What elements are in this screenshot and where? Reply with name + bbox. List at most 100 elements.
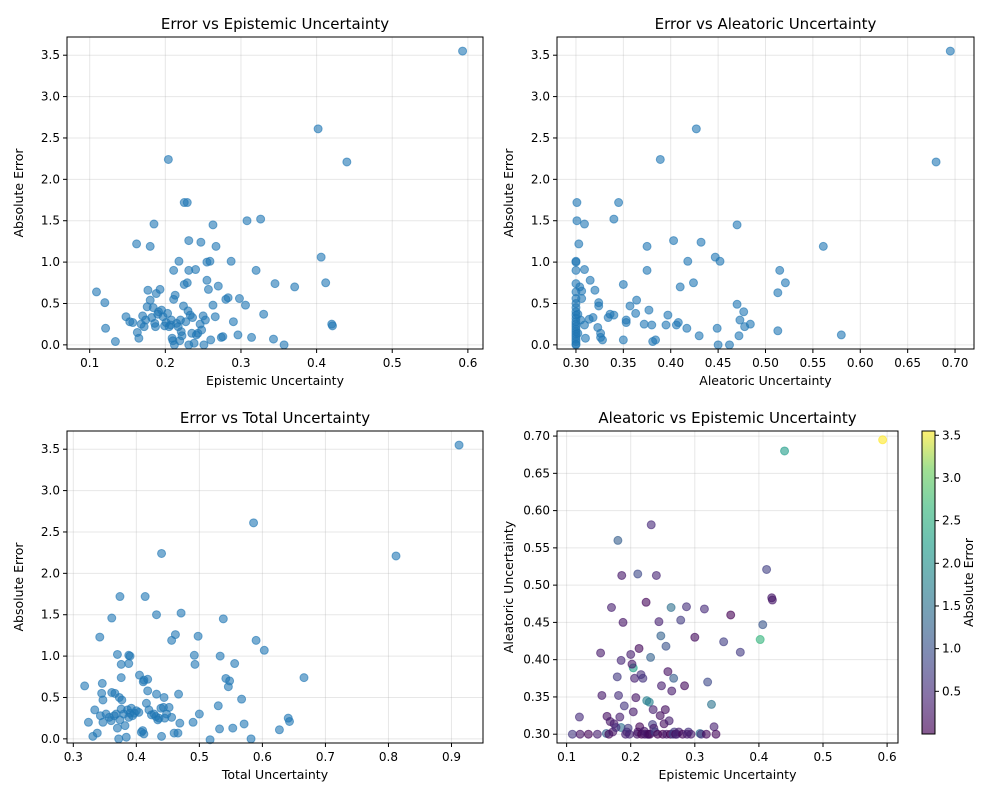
y-tick-label: 3.5 bbox=[531, 48, 550, 62]
x-tick-label: 0.2 bbox=[621, 750, 640, 764]
data-point bbox=[571, 265, 581, 275]
data-point bbox=[97, 678, 107, 688]
data-point bbox=[574, 712, 584, 722]
data-point bbox=[663, 667, 673, 677]
data-point bbox=[661, 641, 671, 651]
x-tick-label: 0.5 bbox=[190, 750, 209, 764]
data-point bbox=[239, 719, 249, 729]
data-point bbox=[699, 604, 709, 614]
data-point bbox=[211, 241, 221, 251]
x-ticks: 0.1 0.2 0.3 0.4 0.5 0.6 bbox=[80, 349, 477, 370]
data-point bbox=[95, 632, 105, 642]
data-point bbox=[116, 659, 126, 669]
data-point bbox=[145, 295, 155, 305]
x-tick-label: 0.2 bbox=[156, 356, 175, 370]
data-point bbox=[611, 722, 621, 732]
data-point bbox=[215, 724, 225, 734]
data-point bbox=[669, 673, 679, 683]
data-point bbox=[633, 569, 643, 579]
data-point bbox=[588, 313, 598, 323]
data-point bbox=[638, 673, 648, 683]
data-point bbox=[206, 335, 216, 345]
data-point bbox=[577, 294, 587, 304]
data-point bbox=[223, 293, 233, 303]
y-tick-label: 0.65 bbox=[523, 466, 550, 480]
data-point bbox=[647, 320, 657, 330]
x-ticks: 0.30 0.35 0.40 0.45 0.50 0.55 0.60 0.65 0.70 bbox=[563, 349, 968, 370]
data-point bbox=[666, 602, 676, 612]
data-point bbox=[631, 308, 641, 318]
data-point bbox=[656, 631, 666, 641]
y-ticks: 0.0 0.5 1.0 1.5 2.0 2.5 3.0 3.5 bbox=[41, 442, 67, 746]
data-point bbox=[313, 124, 323, 134]
data-point bbox=[755, 635, 765, 645]
data-point bbox=[268, 334, 278, 344]
data-point bbox=[83, 717, 93, 727]
y-tick-label: 2.0 bbox=[531, 172, 550, 186]
data-point bbox=[189, 338, 199, 348]
panel-total: 0.3 0.4 0.5 0.6 0.7 0.8 0.9 0.0 0.5 1.0 1.5 2.0 2.5… bbox=[11, 409, 484, 782]
data-point bbox=[597, 690, 607, 700]
x-tick-label: 0.6 bbox=[253, 750, 272, 764]
data-point bbox=[228, 723, 238, 733]
data-point bbox=[583, 729, 593, 739]
data-point bbox=[667, 686, 677, 696]
y-tick-label: 1.5 bbox=[41, 608, 60, 622]
data-point bbox=[625, 301, 635, 311]
data-point bbox=[279, 340, 289, 350]
data-point bbox=[125, 651, 135, 661]
data-point bbox=[612, 672, 622, 682]
data-point bbox=[664, 716, 674, 726]
data-point bbox=[606, 602, 616, 612]
y-tick-label: 0.0 bbox=[531, 338, 550, 352]
data-point bbox=[164, 702, 174, 712]
data-point bbox=[663, 310, 673, 320]
points-layer bbox=[91, 46, 468, 350]
data-point bbox=[134, 670, 144, 680]
data-point bbox=[203, 284, 213, 294]
panel-aleatoric-vs-epistemic: 0.1 0.2 0.3 0.4 0.5 0.6 0.300.350.400.450.500… bbox=[501, 409, 899, 782]
x-tick-label: 0.8 bbox=[379, 750, 398, 764]
x-tick-label: 0.3 bbox=[685, 750, 704, 764]
data-point bbox=[202, 275, 212, 285]
data-point bbox=[706, 699, 716, 709]
y-axis-label: Aleatoric Uncertainty bbox=[501, 520, 516, 653]
y-tick-label: 0.35 bbox=[523, 690, 550, 704]
y-tick-label: 1.0 bbox=[41, 649, 60, 663]
data-point bbox=[709, 722, 719, 732]
data-point bbox=[134, 333, 144, 343]
data-point bbox=[732, 220, 742, 230]
data-point bbox=[682, 323, 692, 333]
data-point bbox=[775, 265, 785, 275]
data-point bbox=[780, 446, 790, 456]
colorbar-tick-label: 0.5 bbox=[942, 684, 961, 698]
data-point bbox=[150, 322, 160, 332]
data-point bbox=[690, 632, 700, 642]
x-tick-label: 0.50 bbox=[752, 356, 779, 370]
data-point bbox=[91, 287, 101, 297]
y-ticks: 0.0 0.5 1.0 1.5 2.0 2.5 3.0 3.5 bbox=[41, 48, 67, 352]
data-point bbox=[215, 651, 225, 661]
data-point bbox=[580, 333, 590, 343]
data-point bbox=[80, 681, 90, 691]
data-point bbox=[110, 337, 120, 347]
x-ticks: 0.3 0.4 0.5 0.6 0.7 0.8 0.9 bbox=[64, 743, 461, 764]
data-point bbox=[270, 279, 280, 289]
data-point bbox=[208, 300, 218, 310]
data-point bbox=[646, 520, 656, 530]
data-point bbox=[316, 252, 326, 262]
y-ticks: 0.0 0.5 1.0 1.5 2.0 2.5 3.0 3.5 bbox=[531, 48, 557, 352]
colorbar-tick-label: 3.5 bbox=[942, 428, 961, 442]
data-point bbox=[594, 301, 604, 311]
data-point bbox=[644, 697, 654, 707]
data-point bbox=[715, 256, 725, 266]
data-point bbox=[661, 320, 671, 330]
data-point bbox=[188, 717, 198, 727]
data-point bbox=[274, 725, 284, 735]
data-point bbox=[621, 318, 631, 328]
y-tick-label: 1.5 bbox=[41, 214, 60, 228]
data-point bbox=[703, 677, 713, 687]
y-tick-label: 0.45 bbox=[523, 615, 550, 629]
data-point bbox=[683, 256, 693, 266]
